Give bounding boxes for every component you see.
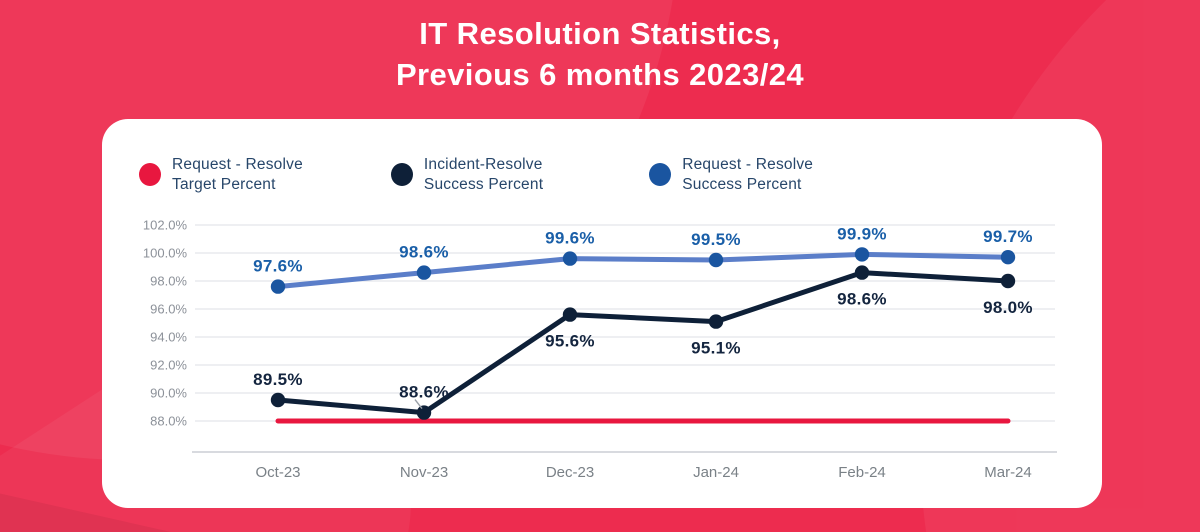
label-leader-line xyxy=(414,399,423,410)
legend-item-request-success: Request - Resolve Success Percent xyxy=(649,155,813,195)
series-line-2 xyxy=(275,251,1011,290)
data-point-2-2 xyxy=(562,251,578,266)
data-label-2-0: 97.6% xyxy=(253,257,303,276)
y-axis-tick-label: 96.0% xyxy=(150,302,187,317)
legend-dot-navy xyxy=(390,163,413,186)
data-point-1-2 xyxy=(562,307,578,322)
page-title-line1: IT Resolution Statistics, xyxy=(419,16,781,51)
data-label-1-0: 89.5% xyxy=(253,370,303,389)
data-label-2-3: 99.5% xyxy=(691,230,741,249)
data-label-2-2: 99.6% xyxy=(545,229,595,248)
data-label-2-4: 99.9% xyxy=(837,224,887,243)
x-axis-tick-label: Oct-23 xyxy=(255,464,300,481)
legend-label: Request - Resolve Target Percent xyxy=(172,156,303,193)
y-axis-tick-label: 94.0% xyxy=(150,330,187,345)
legend-label: Incident-Resolve Success Percent xyxy=(423,156,544,193)
y-axis-tick-label: 88.0% xyxy=(150,414,187,429)
data-label-1-1: 88.6% xyxy=(399,383,449,402)
legend-item-target-percent: Request - Resolve Target Percent xyxy=(139,155,303,195)
data-point-2-1 xyxy=(416,265,432,280)
line-chart: 102.0% 100.0% 98.0% 96.0% 94.0% 92.0% 90.0% 88.… xyxy=(143,218,1057,481)
legend-dot-blue xyxy=(649,163,672,186)
legend-label: Request - Resolve Success Percent xyxy=(682,156,814,193)
x-axis-tick-label: Nov-23 xyxy=(400,464,448,481)
chart-card: Request - Resolve Target Percent Inciden… xyxy=(102,119,1102,508)
y-axis-tick-label: 102.0% xyxy=(143,218,188,233)
x-axis-tick-label: Dec-23 xyxy=(546,464,594,481)
data-label-1-5: 98.0% xyxy=(983,298,1033,317)
data-point-1-5 xyxy=(1000,273,1016,289)
data-point-2-0 xyxy=(270,279,286,294)
legend-item-incident-success: Incident-Resolve Success Percent xyxy=(390,155,544,195)
y-axis-tick-label: 100.0% xyxy=(143,246,188,261)
legend-dot-red xyxy=(139,163,161,186)
data-point-2-4 xyxy=(854,247,870,262)
x-axis-tick-label: Mar-24 xyxy=(984,464,1032,481)
data-label-1-3: 95.1% xyxy=(691,339,741,358)
data-point-1-1 xyxy=(416,405,432,420)
series-line-1 xyxy=(275,270,1011,416)
data-point-1-0 xyxy=(270,392,286,408)
data-label-1-2: 95.6% xyxy=(545,332,595,351)
y-axis-tick-label: 90.0% xyxy=(150,386,187,401)
data-label-1-4: 98.6% xyxy=(837,290,887,309)
data-point-2-5 xyxy=(1000,250,1016,265)
data-label-2-1: 98.6% xyxy=(399,243,449,262)
y-axis-tick-label: 98.0% xyxy=(150,274,187,289)
data-point-1-3 xyxy=(708,314,724,329)
page-title-line2: Previous 6 months 2023/24 xyxy=(395,57,805,92)
x-axis-tick-label: Feb-24 xyxy=(838,464,886,481)
chart-legend: Request - Resolve Target Percent Inciden… xyxy=(139,155,813,195)
data-point-1-4 xyxy=(854,265,870,280)
x-axis-tick-label: Jan-24 xyxy=(693,464,739,481)
data-label-2-5: 99.7% xyxy=(983,227,1033,246)
y-axis-tick-label: 92.0% xyxy=(150,358,187,373)
page-title: IT Resolution Statistics, Previous 6 mon… xyxy=(0,13,1200,95)
data-point-2-3 xyxy=(708,252,724,268)
